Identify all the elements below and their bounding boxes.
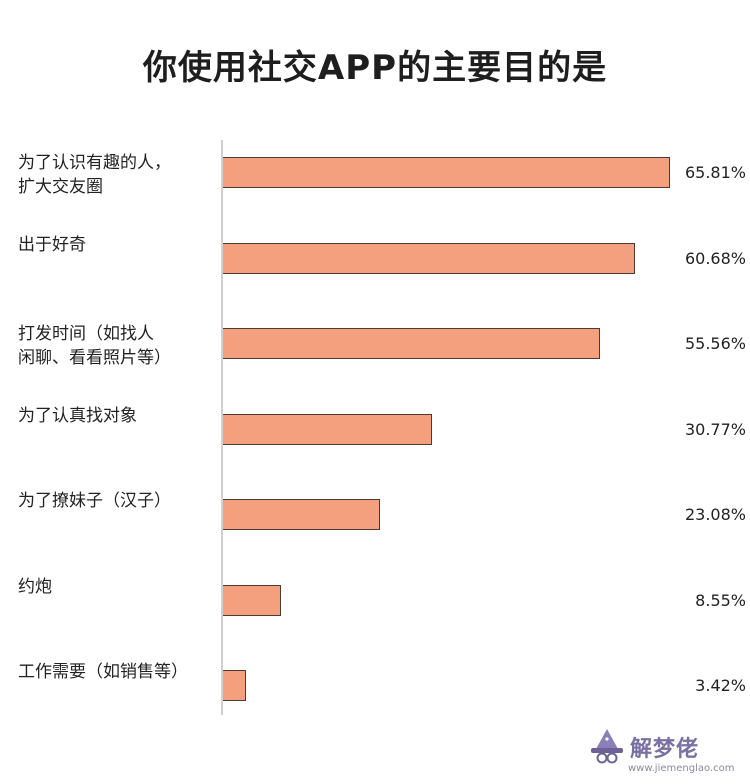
category-label-line: 为了认真找对象 [18, 405, 137, 426]
category-label: 约炮 [18, 575, 223, 599]
category-label: 工作需要（如销售等） [18, 660, 223, 684]
chart-title: 你使用社交APP的主要目的是 [142, 48, 608, 88]
bar [223, 328, 601, 359]
value-label: 65.81% [684, 163, 746, 182]
value-label: 55.56% [684, 334, 746, 353]
category-label-line: 出于好奇 [18, 234, 86, 255]
category-label: 为了认真找对象 [18, 404, 223, 428]
category-label-line: 为了认识有趣的人， [18, 153, 171, 173]
value-label: 3.42% [695, 676, 746, 695]
category-label-line: 约炮 [18, 576, 52, 597]
category-label: 为了撩妹子（汉子） [18, 489, 223, 513]
bar [223, 584, 282, 616]
category-label: 打发时间（如找人 闲聊、看看照片等） [18, 322, 223, 370]
value-label: 30.77% [684, 419, 746, 439]
category-label-line: 扩大交友圈 [18, 177, 103, 197]
category-label-line: 闲聊、看看照片等） [18, 348, 171, 368]
value-label: 23.08% [684, 505, 746, 524]
bar [223, 670, 247, 701]
category-label-line: 工作需要（如销售等） [18, 662, 188, 682]
bar [223, 157, 670, 188]
category-label: 为了认识有趣的人， 扩大交友圈 [18, 151, 223, 199]
watermark-url: www.jiemenglao.com [628, 763, 735, 774]
bar [223, 413, 432, 445]
category-axis-line [221, 140, 223, 715]
watermark-name: 解梦佬 [630, 737, 700, 762]
value-label: 8.55% [695, 590, 746, 610]
category-label: 出于好奇 [18, 233, 223, 257]
category-label-line: 打发时间（如找人 [18, 324, 154, 344]
category-label-line: 为了撩妹子（汉子） [18, 491, 171, 511]
watermark: 解梦佬 www.jiemenglao.com [588, 725, 748, 781]
wizard-hat-logo-icon [591, 729, 623, 764]
bar [223, 242, 636, 274]
value-label: 60.68% [684, 248, 746, 268]
bar [223, 499, 380, 530]
